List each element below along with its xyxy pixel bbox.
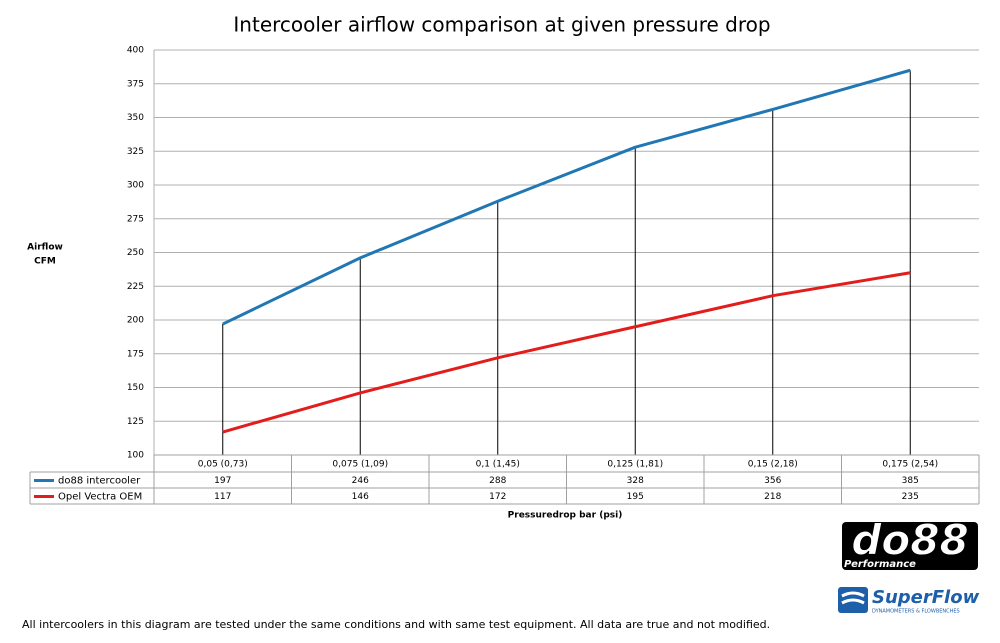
x-tick-label: 0,05 (0,73) bbox=[198, 460, 248, 470]
x-tick-label: 0,175 (2,54) bbox=[882, 460, 938, 470]
table-cell: 356 bbox=[764, 476, 781, 486]
y-tick-label: 400 bbox=[127, 46, 144, 56]
series-line bbox=[222, 68, 911, 326]
y-tick-label: 350 bbox=[127, 113, 144, 123]
table-cell: 146 bbox=[352, 492, 369, 502]
y-tick-label: 250 bbox=[127, 248, 144, 258]
table-cell: 195 bbox=[627, 492, 644, 502]
logo-bg bbox=[842, 522, 978, 570]
table-cell: 197 bbox=[214, 476, 231, 486]
table-cell: 172 bbox=[489, 492, 506, 502]
y-axis-label: CFM bbox=[34, 257, 56, 267]
logo-subtext: Performance bbox=[844, 559, 916, 570]
legend-label: Opel Vectra OEM bbox=[58, 492, 142, 503]
y-tick-label: 325 bbox=[127, 147, 144, 157]
table-cell: 246 bbox=[352, 476, 369, 486]
table-cell: 218 bbox=[764, 492, 781, 502]
x-tick-label: 0,15 (2,18) bbox=[748, 460, 798, 470]
do88-logo: do88 Performance bbox=[842, 515, 978, 570]
y-tick-label: 375 bbox=[127, 79, 144, 89]
table-cell: 328 bbox=[627, 476, 644, 486]
legend-label: do88 intercooler bbox=[58, 476, 141, 487]
logo-text: SuperFlow bbox=[872, 587, 980, 608]
superflow-logo: SuperFlow DYNAMOMETERS & FLOWBENCHES bbox=[838, 587, 980, 615]
logo-text: do88 bbox=[851, 516, 968, 565]
y-tick-label: 200 bbox=[127, 316, 144, 326]
logo-icon-lines bbox=[841, 591, 865, 605]
x-axis-label: Pressuredrop bar (psi) bbox=[508, 511, 623, 521]
y-axis-label: Airflow bbox=[27, 243, 63, 253]
footnote: All intercoolers in this diagram are tes… bbox=[22, 618, 770, 631]
chart-title: Intercooler airflow comparison at given … bbox=[233, 13, 770, 37]
x-tick-label: 0,1 (1,45) bbox=[476, 460, 520, 470]
y-tick-label: 100 bbox=[127, 451, 144, 461]
y-tick-label: 125 bbox=[127, 417, 144, 427]
logo-subtext: DYNAMOMETERS & FLOWBENCHES bbox=[872, 609, 960, 615]
x-tick-label: 0,075 (1,09) bbox=[332, 460, 388, 470]
y-tick-label: 150 bbox=[127, 383, 144, 393]
y-tick-label: 175 bbox=[127, 349, 144, 359]
table-cell: 117 bbox=[214, 492, 231, 502]
y-tick-label: 300 bbox=[127, 181, 144, 191]
y-tick-label: 275 bbox=[127, 214, 144, 224]
table-cell: 385 bbox=[902, 476, 919, 486]
x-tick-label: 0,125 (1,81) bbox=[607, 460, 663, 470]
table-cell: 288 bbox=[489, 476, 506, 486]
table-cell: 235 bbox=[902, 492, 919, 502]
series-line bbox=[222, 271, 911, 434]
y-tick-label: 225 bbox=[127, 282, 144, 292]
